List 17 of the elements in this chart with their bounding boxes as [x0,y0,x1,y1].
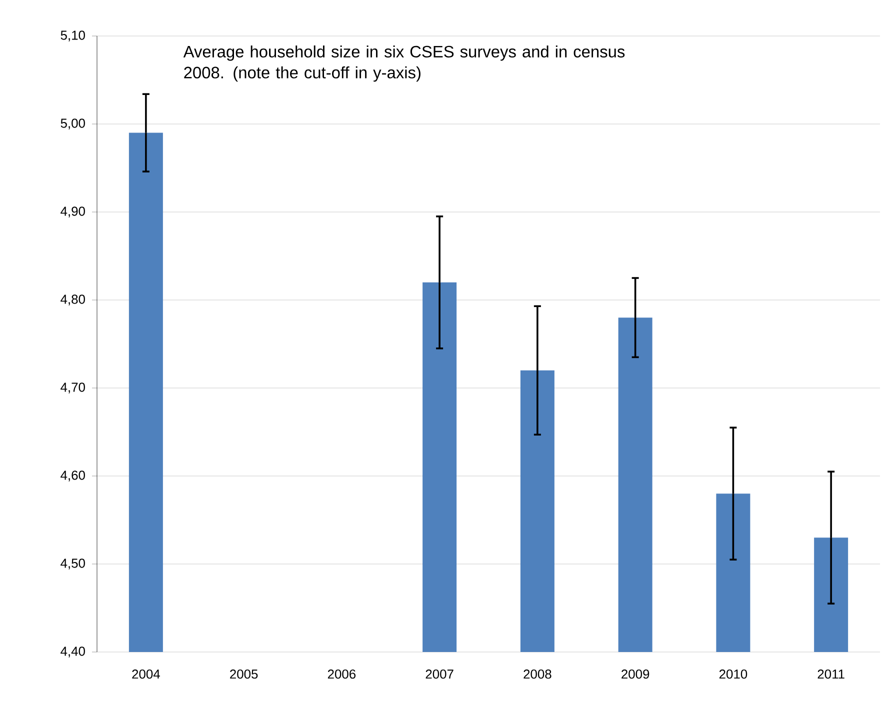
y-tick-label: 4,80 [60,294,85,306]
y-tick-label: 5,10 [60,30,85,42]
x-tick-label: 2007 [426,670,454,679]
y-tick-label: 4,60 [60,470,85,482]
x-tick-label: 2011 [818,670,844,679]
y-tick-label: 5,00 [60,118,85,130]
x-tick-label: 2006 [328,670,356,679]
y-tick-label: 4,70 [60,382,85,394]
x-tick-label: 2010 [719,670,748,679]
x-tick-label: 2009 [622,670,650,679]
y-tick-label: 4,40 [60,646,85,658]
y-tick-label: 4,50 [60,558,85,570]
x-tick-label: 2004 [132,670,160,679]
x-tick-label: 2008 [524,670,552,679]
text: Average household size in six CSES surveys and in census 2008. (note the cut-off in y-axis) [183,45,625,82]
x-tick-label: 2005 [230,670,258,679]
y-tick-label: 4,90 [60,206,85,218]
